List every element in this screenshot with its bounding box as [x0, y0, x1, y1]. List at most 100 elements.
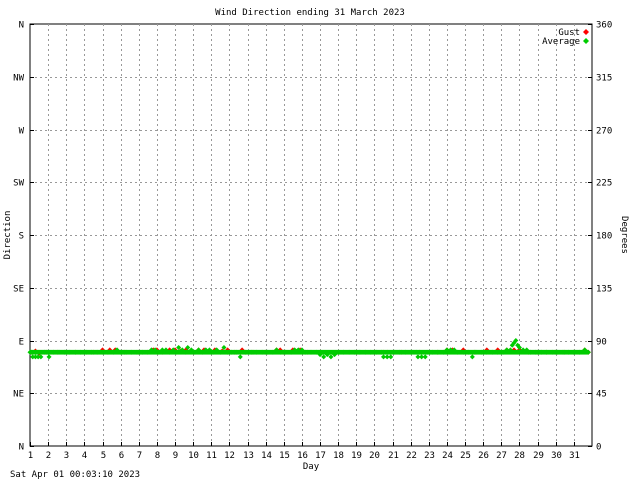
average-point — [299, 347, 305, 353]
average-point — [357, 349, 363, 355]
average-point — [549, 349, 555, 355]
average-point — [283, 349, 289, 355]
average-point — [228, 349, 234, 355]
x-tick-label: 23 — [424, 451, 435, 461]
average-point — [391, 349, 397, 355]
average-point — [94, 349, 100, 355]
average-point — [163, 347, 169, 353]
y-tick-label-left: SE — [13, 285, 24, 295]
y-axis-right-label: Degrees — [619, 216, 629, 254]
average-point — [469, 354, 475, 360]
average-point — [308, 349, 314, 355]
average-point — [139, 349, 145, 355]
average-point — [440, 349, 446, 355]
y-tick-label-left: NE — [13, 390, 24, 400]
average-point — [288, 349, 294, 355]
average-point — [352, 349, 358, 355]
y-tick-label-right: 270 — [596, 127, 612, 137]
average-point — [72, 349, 78, 355]
average-point — [402, 349, 408, 355]
average-point — [478, 349, 484, 355]
y-tick-label-right: 90 — [596, 338, 607, 348]
legend-gust-marker — [583, 29, 589, 35]
x-tick-label: 15 — [279, 451, 290, 461]
x-tick-label: 7 — [137, 451, 142, 461]
x-tick-label: 18 — [333, 451, 344, 461]
average-point — [560, 349, 566, 355]
average-point — [183, 349, 189, 355]
y-tick-label-right: 315 — [596, 74, 612, 84]
x-tick-label: 10 — [188, 451, 199, 461]
x-tick-label: 11 — [206, 451, 217, 461]
average-point — [78, 349, 84, 355]
x-tick-label: 28 — [514, 451, 525, 461]
average-point — [341, 349, 347, 355]
y-axis-right: 0 45 90 135 180 225 270 315 360 — [588, 21, 612, 453]
average-point — [489, 349, 495, 355]
x-tick-label: 26 — [478, 451, 489, 461]
average-point — [199, 349, 205, 355]
x-tick-label: 19 — [351, 451, 362, 461]
x-axis: 1 2 3 4 5 6 7 8 9 10 11 12 13 14 15 16 17 18 19 20 21 22 23 24 2… — [28, 442, 580, 461]
average-point — [259, 349, 265, 355]
average-point — [206, 347, 212, 353]
average-point — [176, 345, 182, 351]
y-tick-label-right: 0 — [596, 443, 601, 453]
x-tick-label: 30 — [551, 451, 562, 461]
average-point — [174, 349, 180, 355]
x-tick-label: 2 — [46, 451, 51, 461]
average-point — [571, 349, 577, 355]
average-point — [38, 354, 44, 360]
average-point — [408, 349, 414, 355]
x-tick-label: 29 — [533, 451, 544, 461]
average-point — [524, 347, 530, 353]
average-point — [123, 349, 129, 355]
average-point — [277, 349, 283, 355]
average-point — [538, 349, 544, 355]
y-axis-left: N NE E SE S SW W NW N — [13, 21, 34, 453]
average-point — [413, 349, 419, 355]
average-point — [118, 349, 124, 355]
y-tick-label-left: SW — [13, 179, 24, 189]
average-point — [214, 347, 220, 353]
y-tick-label-left: N — [19, 21, 24, 31]
average-point — [129, 349, 135, 355]
average-point — [544, 349, 550, 355]
average-point — [324, 352, 330, 358]
average-point — [45, 349, 51, 355]
average-point — [237, 354, 243, 360]
average-point — [243, 349, 249, 355]
y-tick-label-right: 225 — [596, 179, 612, 189]
average-point — [429, 349, 435, 355]
x-tick-label: 22 — [406, 451, 417, 461]
legend: Gust Average — [542, 28, 589, 47]
average-point — [516, 345, 522, 351]
x-tick-label: 13 — [243, 451, 254, 461]
x-tick-label: 8 — [155, 451, 160, 461]
average-point — [466, 349, 472, 355]
average-point — [381, 354, 387, 360]
x-tick-label: 4 — [82, 451, 87, 461]
average-point — [576, 349, 582, 355]
average-point — [504, 347, 510, 353]
average-point — [419, 354, 425, 360]
x-tick-label: 24 — [442, 451, 453, 461]
average-point — [196, 347, 202, 353]
average-point — [292, 347, 298, 353]
average-point — [435, 349, 441, 355]
x-tick-label: 31 — [569, 451, 580, 461]
average-point — [179, 347, 185, 353]
average-point — [520, 347, 526, 353]
average-point — [328, 354, 334, 360]
average-point — [203, 347, 209, 353]
grid-lines — [30, 24, 592, 446]
average-point — [585, 349, 591, 355]
x-tick-label: 14 — [261, 451, 272, 461]
average-point — [422, 354, 428, 360]
average-point — [346, 349, 352, 355]
x-tick-label: 25 — [460, 451, 471, 461]
average-point — [321, 354, 327, 360]
x-tick-label: 6 — [119, 451, 124, 461]
average-point — [192, 349, 198, 355]
